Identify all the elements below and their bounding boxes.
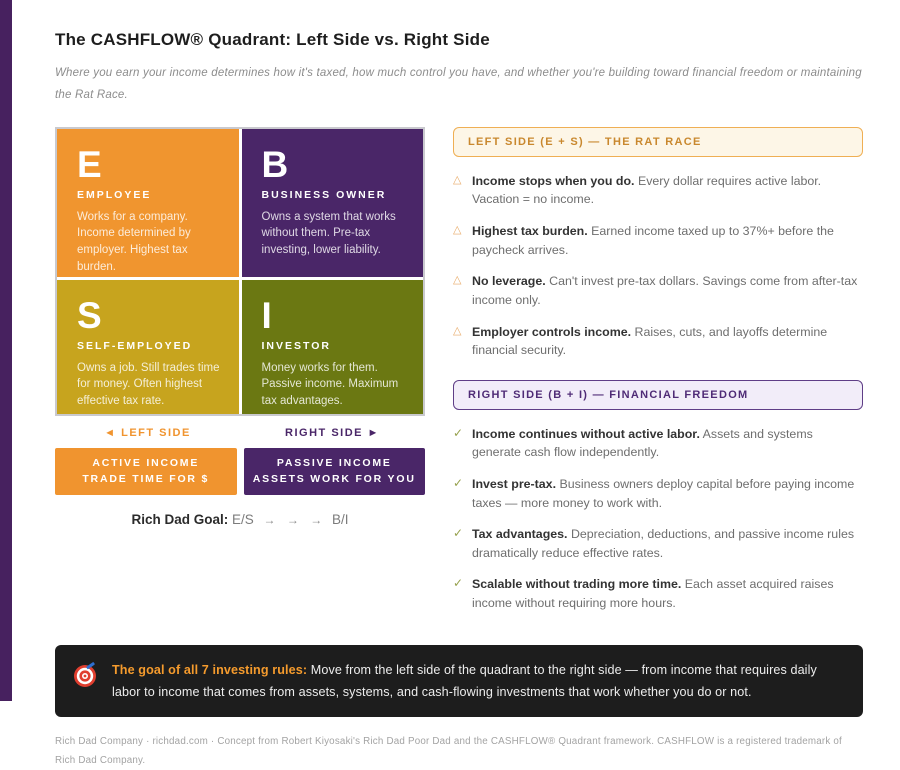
item-detail: Earned income taxed up to 37%+ before th… — [472, 224, 834, 257]
pill-line: TRADE TIME FOR $ — [82, 472, 210, 485]
goal-arrows-icon: → → → — [263, 513, 323, 528]
item-text: Income continues without active labor. A… — [472, 425, 863, 462]
quadrant-cell-employee: E EMPLOYEE Works for a company. Income d… — [57, 128, 239, 277]
quadrant-letter: S — [77, 294, 102, 336]
list-item: ✓ Tax advantages. Depreciation, deductio… — [453, 525, 863, 562]
pill-line: ACTIVE INCOME — [92, 456, 200, 469]
main-columns: E EMPLOYEE Works for a company. Income d… — [55, 126, 863, 626]
income-pills-row: ACTIVE INCOME TRADE TIME FOR $ PASSIVE I… — [55, 447, 425, 496]
list-item: ✓ Scalable without trading more time. Ea… — [453, 575, 863, 612]
quadrant-name: EMPLOYEE — [77, 188, 152, 201]
quadrant-letter: E — [77, 143, 102, 185]
goal-from: E/S — [232, 512, 254, 528]
item-detail: Each asset acquired raises income withou… — [472, 577, 834, 610]
item-detail: Depreciation, deductions, and passive in… — [472, 527, 855, 560]
item-text: Highest tax burden. Earned income taxed … — [472, 222, 863, 259]
item-bold: Invest pre-tax. — [472, 476, 557, 491]
quadrant-desc: Owns a job. Still trades time for money.… — [77, 361, 220, 407]
item-text: Employer controls income. Raises, cuts, … — [472, 323, 863, 360]
item-detail: Business owners deploy capital before pa… — [472, 476, 855, 510]
goal-to: B/I — [331, 512, 349, 528]
page-content: The CASHFLOW® Quadrant: Left Side vs. Ri… — [55, 30, 863, 770]
goal-label: Rich Dad Goal: — [131, 512, 229, 528]
item-bold: Income stops when you do. — [472, 173, 635, 188]
goal-banner: The goal of all 7 investing rules: Move … — [55, 644, 863, 717]
banner-text: The goal of all 7 investing rules: Move … — [112, 659, 846, 703]
banner-bold: The goal of all 7 investing rules: — [112, 662, 308, 677]
banner-detail: Move from the left side of the quadrant … — [112, 662, 817, 699]
quadrant-desc: Owns a system that works without them. P… — [261, 210, 396, 256]
target-icon — [72, 659, 99, 694]
left-accent-strip — [0, 0, 12, 701]
cashflow-quadrant-grid: E EMPLOYEE Works for a company. Income d… — [55, 126, 425, 416]
list-item: △ Highest tax burden. Earned income taxe… — [453, 222, 863, 259]
check-icon: ✓ — [453, 526, 464, 541]
quadrant-name: SELF-EMPLOYED — [77, 339, 193, 352]
left-side-label: ◄ LEFT SIDE — [104, 426, 191, 439]
side-labels-row: ◄ LEFT SIDE RIGHT SIDE ► — [55, 427, 425, 439]
item-bold: Income continues without active labor. — [472, 426, 700, 441]
item-detail: Assets and systems generate cash flow in… — [472, 426, 813, 460]
item-detail: Can't invest pre-tax dollars. Savings co… — [472, 274, 858, 307]
warning-triangle-icon: △ — [453, 173, 462, 186]
item-text: Scalable without trading more time. Each… — [472, 575, 863, 612]
list-item: △ Income stops when you do. Every dollar… — [453, 172, 863, 209]
quadrant-column: E EMPLOYEE Works for a company. Income d… — [55, 126, 425, 527]
item-detail: Every dollar requires active labor. Vaca… — [472, 173, 822, 207]
warning-triangle-icon: △ — [453, 324, 462, 337]
warning-triangle-icon: △ — [453, 274, 462, 287]
item-text: Invest pre-tax. Business owners deploy c… — [472, 475, 863, 512]
quadrant-letter: I — [261, 294, 272, 336]
list-item: ✓ Invest pre-tax. Business owners deploy… — [453, 475, 863, 512]
check-icon: ✓ — [453, 425, 464, 440]
quadrant-name: BUSINESS OWNER — [261, 188, 387, 201]
financial-freedom-header: RIGHT SIDE (B + I) — FINANCIAL FREEDOM — [453, 379, 863, 410]
item-bold: Highest tax burden. — [472, 224, 588, 239]
quadrant-letter: B — [261, 143, 289, 185]
quadrant-desc: Works for a company. Income determined b… — [77, 210, 191, 273]
pill-line: PASSIVE INCOME — [276, 456, 392, 469]
comparison-column: LEFT SIDE (E + S) — THE RAT RACE △ Incom… — [453, 126, 863, 626]
item-text: No leverage. Can't invest pre-tax dollar… — [472, 272, 863, 309]
item-text: Tax advantages. Depreciation, deductions… — [472, 525, 863, 562]
item-bold: Tax advantages. — [472, 527, 568, 542]
quadrant-cell-investor: I INVESTOR Money works for them. Passive… — [241, 279, 423, 414]
right-side-label: RIGHT SIDE ► — [285, 426, 380, 439]
item-text: Income stops when you do. Every dollar r… — [472, 172, 863, 209]
check-icon: ✓ — [453, 576, 464, 591]
rat-race-header: LEFT SIDE (E + S) — THE RAT RACE — [453, 126, 863, 157]
list-item: △ Employer controls income. Raises, cuts… — [453, 323, 863, 360]
warning-triangle-icon: △ — [453, 224, 462, 237]
active-income-pill: ACTIVE INCOME TRADE TIME FOR $ — [55, 447, 237, 496]
list-item: ✓ Income continues without active labor.… — [453, 425, 863, 462]
page-title: The CASHFLOW® Quadrant: Left Side vs. Ri… — [55, 30, 490, 49]
pill-line: ASSETS WORK FOR YOU — [252, 472, 416, 485]
quadrant-cell-business-owner: B BUSINESS OWNER Owns a system that work… — [241, 128, 423, 277]
page-subtitle: Where you earn your income determines ho… — [55, 67, 862, 102]
item-bold: Scalable without trading more time. — [472, 577, 682, 592]
item-detail: Raises, cuts, and layoffs determine fina… — [472, 324, 828, 358]
rich-dad-goal-line: Rich Dad Goal: E/S → → → B/I — [55, 512, 425, 527]
passive-income-pill: PASSIVE INCOME ASSETS WORK FOR YOU — [243, 447, 425, 496]
quadrant-cell-self-employed: S SELF-EMPLOYED Owns a job. Still trades… — [57, 279, 239, 414]
item-bold: Employer controls income. — [472, 324, 632, 339]
check-icon: ✓ — [453, 475, 464, 490]
footer-attribution: Rich Dad Company · richdad.com · Concept… — [55, 735, 842, 766]
quadrant-desc: Money works for them. Passive income. Ma… — [261, 361, 399, 407]
quadrant-name: INVESTOR — [261, 339, 331, 352]
item-bold: No leverage. — [472, 274, 546, 289]
list-item: △ No leverage. Can't invest pre-tax doll… — [453, 272, 863, 309]
